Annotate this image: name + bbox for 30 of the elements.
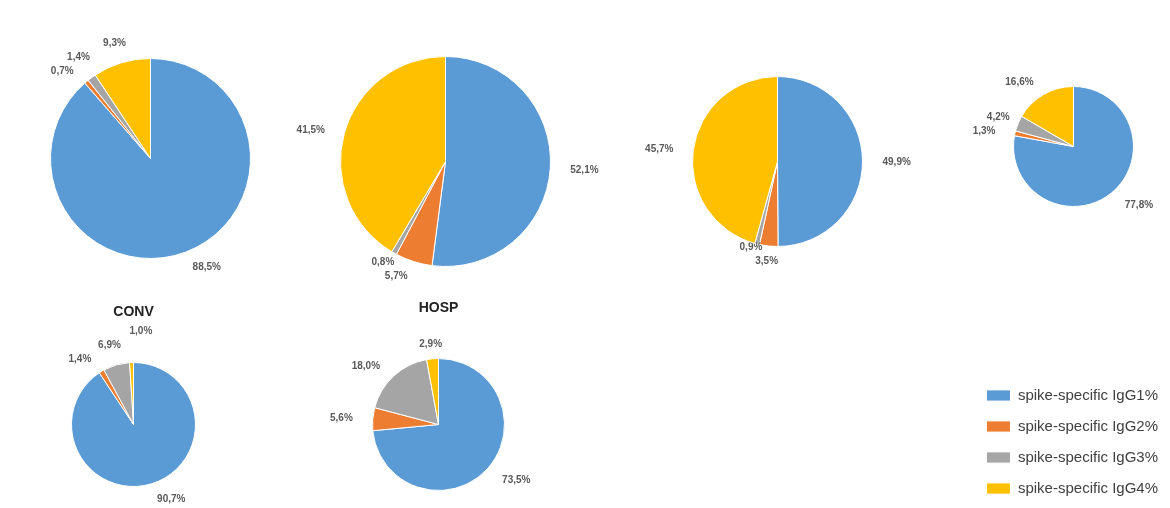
data-label: 0,9% — [739, 241, 763, 253]
data-label: 49,9% — [882, 155, 911, 167]
data-label: 2,9% — [419, 338, 443, 350]
data-label: 1,4% — [67, 50, 91, 62]
data-label: 5,6% — [329, 412, 353, 424]
data-label: 90,7% — [157, 492, 186, 504]
data-label: 9,3% — [103, 36, 127, 48]
legend-label: spike-specific IgG1% — [1017, 386, 1158, 403]
data-label: 1,4% — [68, 352, 92, 364]
data-label: 88,5% — [192, 260, 222, 272]
chart-title: HOSP — [418, 298, 459, 315]
data-label: 4,2% — [986, 110, 1010, 122]
chart-title: CONV — [113, 302, 155, 319]
data-label: 1,0% — [129, 324, 153, 336]
data-label: 0,7% — [50, 64, 74, 76]
legend-label: spike-specific IgG3% — [1017, 448, 1158, 465]
legend-label: spike-specific IgG4% — [1017, 479, 1158, 496]
data-label: 41,5% — [296, 124, 326, 136]
data-label: 16,6% — [1005, 75, 1034, 87]
data-label: 73,5% — [502, 473, 531, 485]
data-label: 3,5% — [755, 255, 779, 267]
data-label: 0,8% — [371, 256, 395, 268]
data-label: 77,8% — [1124, 198, 1154, 210]
data-label: 18,0% — [351, 359, 381, 371]
data-label: 1,3% — [972, 124, 996, 136]
data-label: 5,7% — [384, 270, 408, 282]
data-label: 45,7% — [645, 142, 674, 154]
data-label: 6,9% — [98, 338, 121, 350]
legend-label: spike-specific IgG2% — [1017, 417, 1158, 434]
data-label: 52,1% — [570, 163, 599, 175]
